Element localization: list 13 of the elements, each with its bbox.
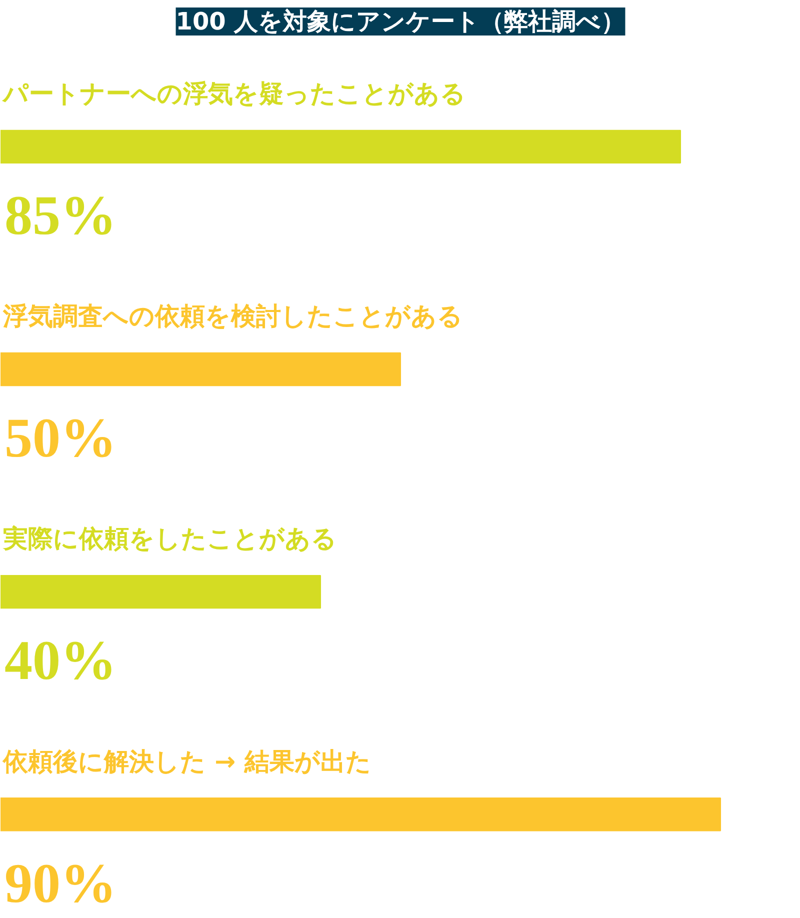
- data-label: 85%: [4, 185, 116, 248]
- chart-title: 100 人を対象にアンケート（弊社調べ）: [176, 8, 626, 36]
- data-label: 40%: [4, 630, 116, 692]
- data-label: 90%: [4, 852, 116, 915]
- bar: [0, 352, 401, 386]
- data-label: 50%: [4, 408, 116, 470]
- y-tick-label: 依頼後に解決した → 結果が出た: [2, 746, 372, 776]
- y-tick-label: 浮気調査への依頼を検討したことがある: [2, 302, 463, 331]
- bar: [0, 130, 681, 164]
- bar: [0, 798, 721, 832]
- y-tick-label: 実際に依頼をしたことがある: [2, 524, 337, 554]
- bar: [0, 574, 321, 609]
- y-tick-label: パートナーへの浮気を疑ったことがある: [0, 79, 466, 108]
